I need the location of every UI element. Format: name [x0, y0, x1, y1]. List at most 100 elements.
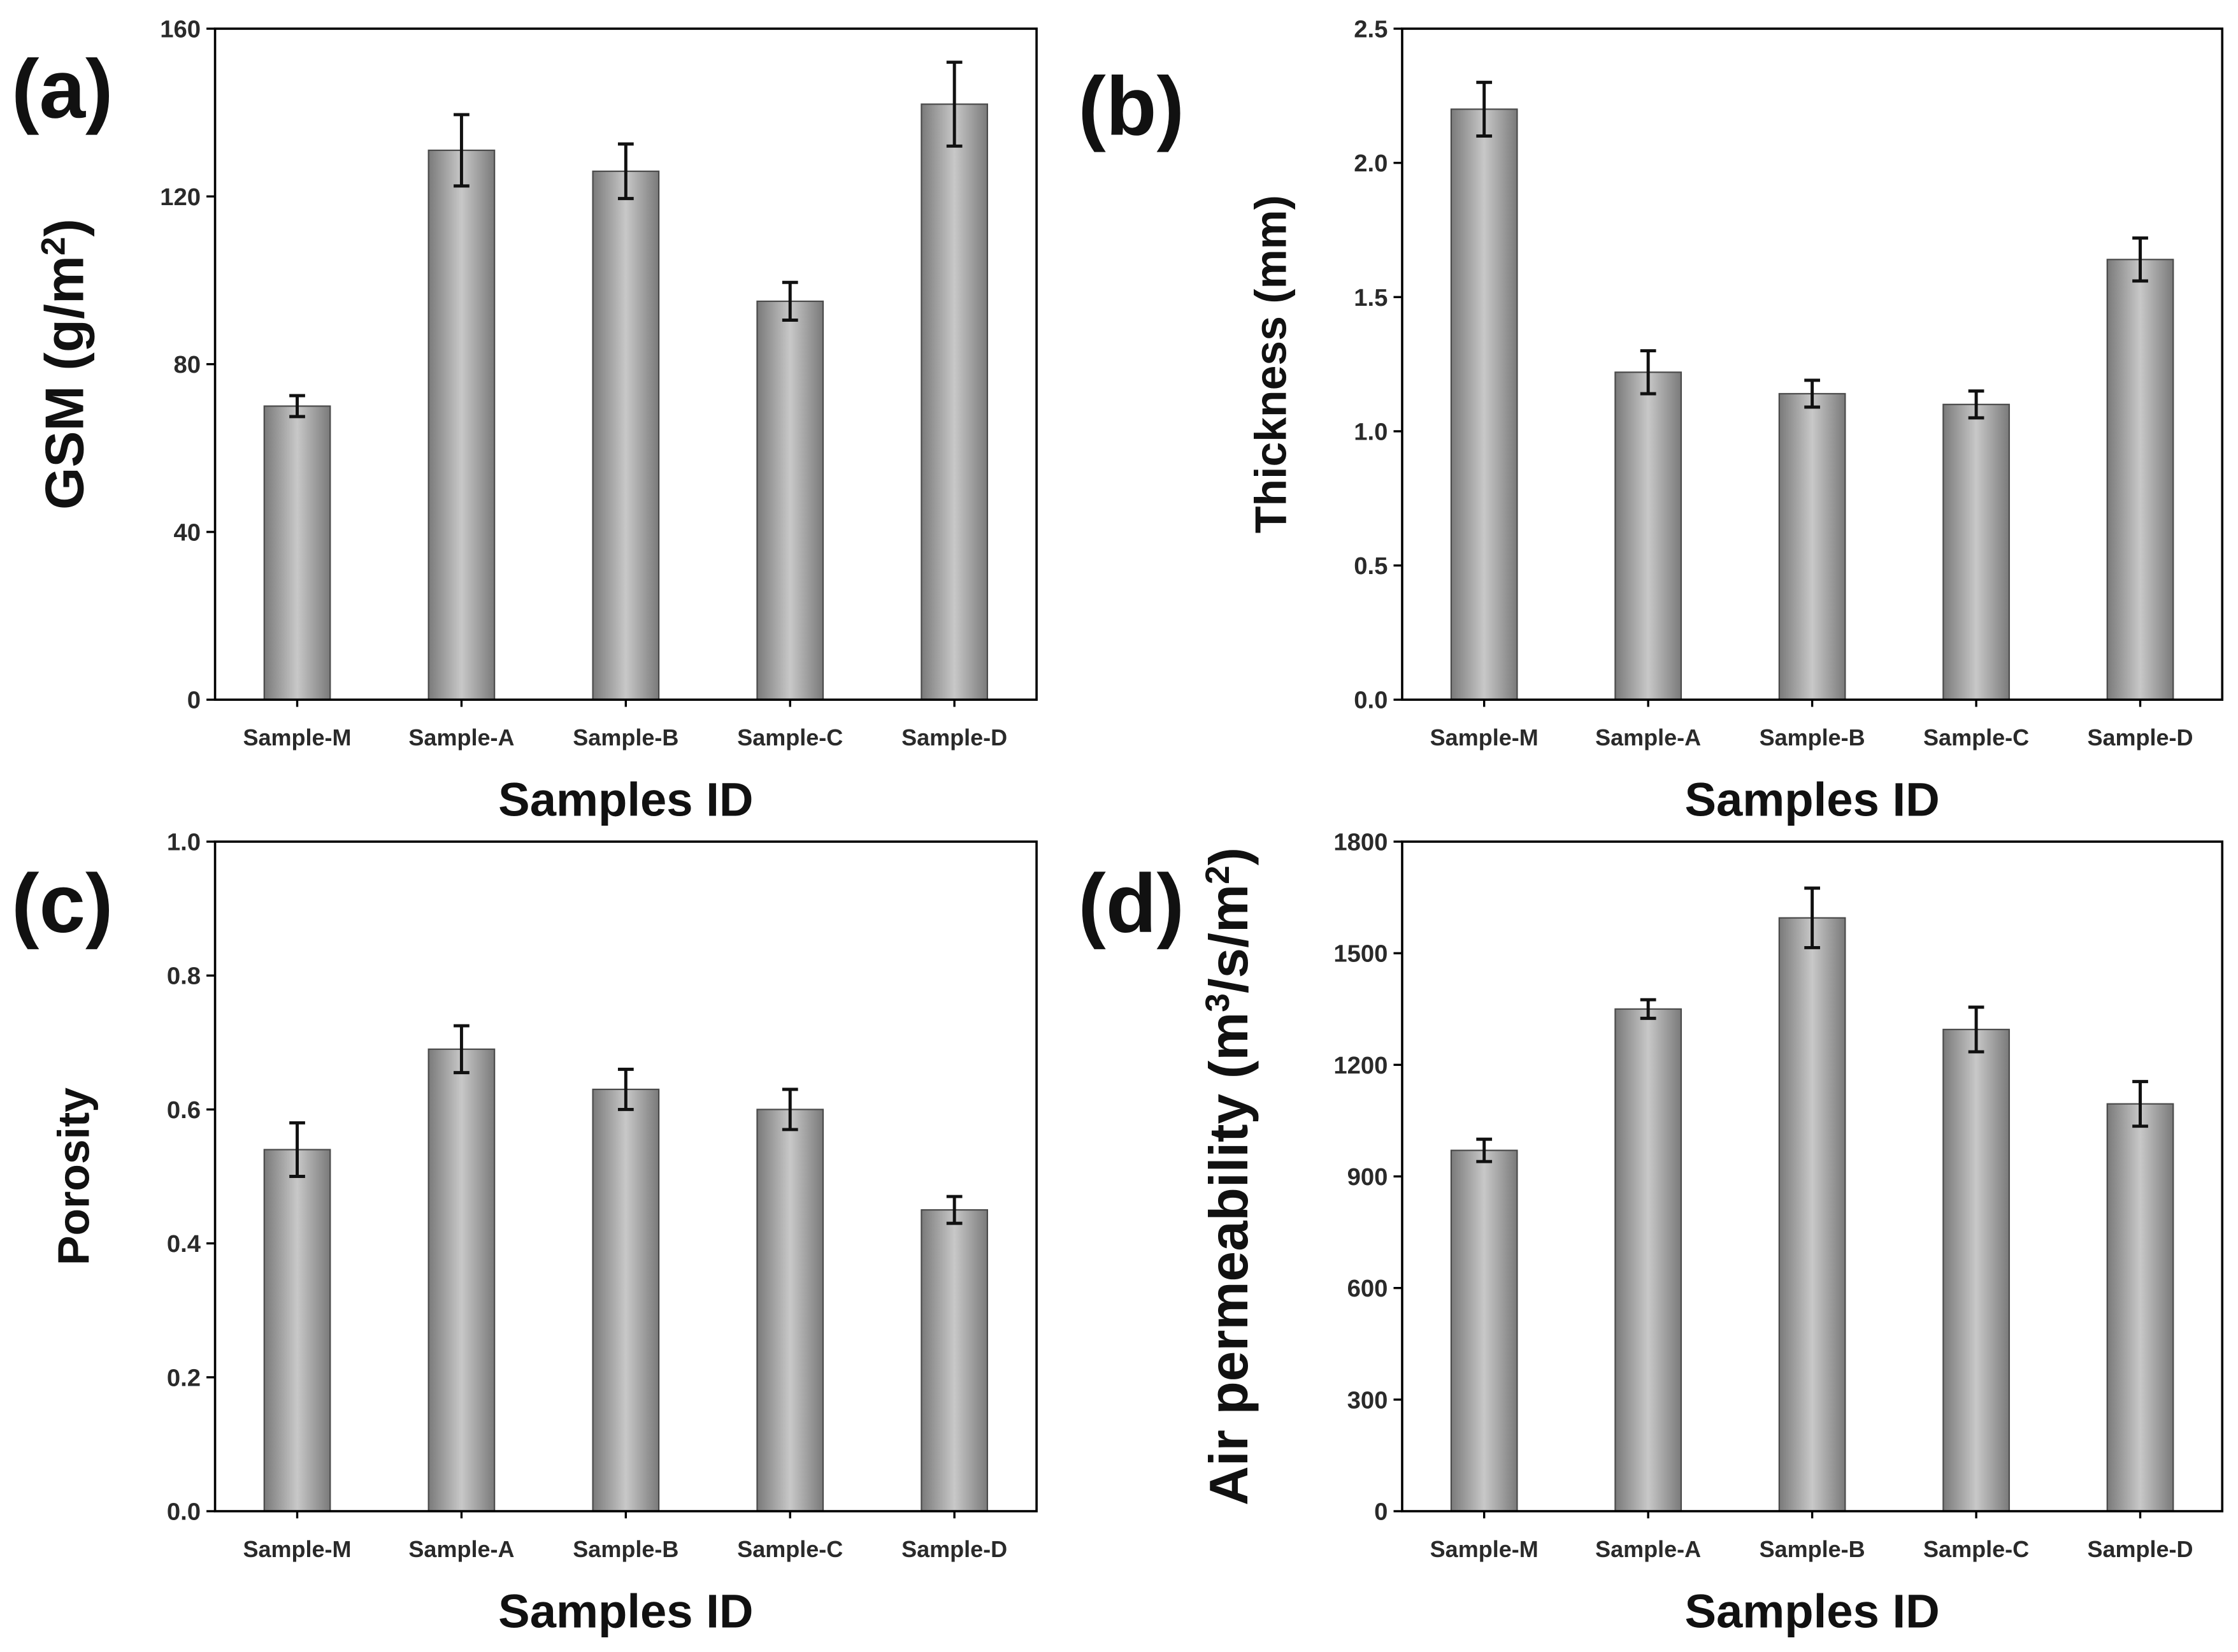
panel-label: (d): [1078, 857, 1184, 950]
x-tick-label: Sample-B: [573, 724, 678, 751]
x-axis-label: Samples ID: [1684, 773, 1939, 826]
plot-frame: [1401, 27, 2224, 701]
bar-sample-m: [1450, 1149, 1518, 1512]
bar-sample-d: [921, 1209, 989, 1512]
y-tick-label: 0.0: [1354, 687, 1388, 714]
y-axis-label: Porosity: [49, 1088, 99, 1265]
x-tick-label: Sample-A: [408, 1536, 514, 1562]
error-bar-sample-m: [289, 1121, 305, 1178]
panel-label: (c): [11, 857, 113, 950]
y-tick-label: 1500: [1333, 940, 1388, 968]
x-tick-label: Sample-B: [1760, 1536, 1865, 1562]
bar-sample-m: [1450, 108, 1518, 701]
bar-sample-c: [756, 1109, 824, 1512]
y-tick-label: 0: [187, 687, 201, 714]
y-axis-label: Thickness (mm): [1246, 195, 1296, 533]
y-tick-label: 40: [174, 519, 201, 546]
panel-a: Sample-M Sample-A Sample-B Sample-C Sample-D…: [11, 16, 1038, 826]
x-axis-label: Samples ID: [498, 773, 753, 826]
error-bar-sample-a: [1640, 998, 1656, 1020]
bar-sample-d: [921, 103, 989, 701]
error-bar-sample-c: [1968, 1005, 1984, 1054]
x-tick-label: Sample-C: [1923, 724, 2029, 751]
x-tick-label: Sample-D: [901, 724, 1007, 751]
y-tick-label: 1.0: [1354, 418, 1388, 445]
y-axis-label: Air permeability (m3/s/m2): [1198, 847, 1259, 1505]
y-tick-label: 1.5: [1354, 284, 1388, 312]
error-bar-sample-b: [1804, 886, 1820, 949]
bar-sample-a: [1614, 371, 1682, 701]
x-tick-label: Sample-D: [2087, 724, 2193, 751]
x-tick-label: Sample-M: [243, 1536, 352, 1562]
error-bar-sample-c: [782, 1088, 798, 1131]
error-bar-sample-d: [2132, 236, 2148, 283]
y-tick-label: 120: [160, 183, 201, 211]
panel-b: Sample-M Sample-A Sample-B Sample-C Sample-D…: [1078, 16, 2224, 826]
y-tick-label: 0.4: [167, 1230, 201, 1258]
error-bar-sample-b: [617, 1067, 634, 1111]
y-tick-label: 160: [160, 16, 201, 43]
error-bar-sample-m: [289, 394, 305, 419]
bar-sample-d: [2106, 1103, 2174, 1512]
bar-sample-c: [1942, 1028, 2010, 1512]
panel-d: Sample-M Sample-A Sample-B Sample-C Sample-D…: [1078, 829, 2224, 1637]
x-axis-label: Samples ID: [1684, 1584, 1939, 1637]
panel-label: (a): [11, 43, 113, 136]
y-tick-label: 0.8: [167, 963, 201, 990]
bar-sample-b: [1778, 917, 1846, 1512]
error-bar-sample-d: [946, 61, 963, 148]
x-tick-label: Sample-B: [573, 1536, 678, 1562]
x-tick-label: Sample-C: [1923, 1536, 2029, 1562]
x-tick-label: Sample-D: [901, 1536, 1007, 1562]
bar-sample-b: [592, 170, 660, 701]
y-axis-label: GSM (g/m2): [34, 219, 96, 510]
bar-sample-b: [592, 1088, 660, 1512]
x-tick-label: Sample-M: [1430, 724, 1539, 751]
y-tick-label: 2.5: [1354, 16, 1388, 43]
x-tick-label: Sample-A: [408, 724, 514, 751]
y-tick-label: 0: [1374, 1498, 1388, 1526]
y-tick-label: 0.0: [167, 1498, 201, 1526]
x-tick-label: Sample-C: [737, 724, 843, 751]
y-tick-label: 1800: [1333, 829, 1388, 856]
error-bar-sample-a: [454, 113, 470, 188]
y-tick-label: 300: [1347, 1386, 1388, 1414]
bar-sample-c: [756, 300, 824, 701]
y-tick-label: 0.2: [167, 1364, 201, 1391]
y-tick-label: 2.0: [1354, 150, 1388, 177]
error-bar-sample-b: [617, 142, 634, 201]
error-bar-sample-a: [454, 1024, 470, 1075]
y-tick-label: 900: [1347, 1163, 1388, 1191]
error-bar-sample-c: [1968, 389, 1984, 420]
y-tick-label: 0.5: [1354, 552, 1388, 580]
error-bar-sample-b: [1804, 378, 1820, 409]
x-tick-label: Sample-A: [1595, 1536, 1701, 1562]
y-tick-label: 1200: [1333, 1052, 1388, 1079]
y-tick-label: 80: [174, 351, 201, 378]
bar-sample-m: [263, 1149, 331, 1512]
bar-sample-a: [427, 1048, 496, 1512]
x-tick-label: Sample-A: [1595, 724, 1701, 751]
x-tick-label: Sample-D: [2087, 1536, 2193, 1562]
error-bar-sample-d: [946, 1195, 963, 1225]
bar-sample-b: [1778, 392, 1846, 701]
error-bar-sample-a: [1640, 349, 1656, 396]
error-bar-sample-c: [782, 280, 798, 322]
bar-sample-d: [2106, 259, 2174, 701]
panel-label: (b): [1078, 60, 1184, 153]
error-bar-sample-m: [1476, 1137, 1493, 1163]
error-bar-sample-m: [1476, 80, 1493, 138]
bar-sample-m: [263, 405, 331, 701]
bar-sample-c: [1942, 403, 2010, 701]
y-tick-label: 1.0: [167, 829, 201, 856]
y-tick-label: 600: [1347, 1275, 1388, 1302]
x-tick-label: Sample-C: [737, 1536, 843, 1562]
x-tick-label: Sample-B: [1760, 724, 1865, 751]
x-tick-label: Sample-M: [1430, 1536, 1539, 1562]
error-bar-sample-d: [2132, 1080, 2148, 1128]
y-tick-label: 0.6: [167, 1096, 201, 1124]
bar-sample-a: [1614, 1008, 1682, 1512]
panel-c: Sample-M Sample-A Sample-B Sample-C Sample-D…: [11, 829, 1038, 1637]
plot-frame: [213, 840, 1038, 1512]
